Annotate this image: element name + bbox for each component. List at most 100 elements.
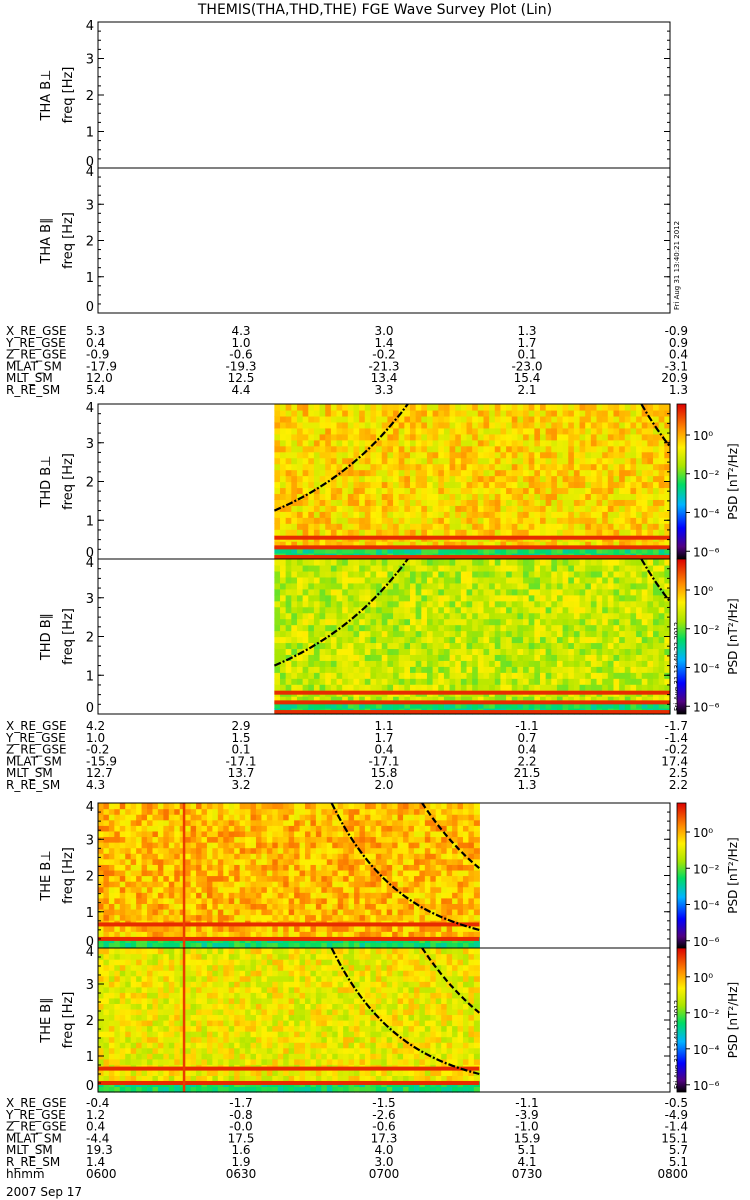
probe-label-tha-perp: THA B⊥ bbox=[39, 70, 54, 122]
ephem-value-0-2-4: 0.4 bbox=[669, 348, 688, 362]
colorbar-tick-label-the-par-1: 10⁻² bbox=[693, 1007, 720, 1021]
y-tick-label-tha-par-3: 3 bbox=[86, 198, 94, 213]
probe-label-thd-perp: THD B⊥ bbox=[39, 455, 54, 508]
spectrogram-the-par bbox=[98, 948, 480, 1093]
ephem-value-1-0-4: -1.7 bbox=[665, 719, 688, 733]
ephem-value-2-6-3: 0730 bbox=[512, 1167, 543, 1181]
ephem-value-2-6-4: 0800 bbox=[657, 1167, 688, 1181]
ephem-value-2-5-2: 3.0 bbox=[374, 1155, 393, 1169]
cutoff-curve-thd-perp-1 bbox=[640, 403, 671, 448]
y-tick-label-the-perp-3: 3 bbox=[86, 833, 94, 848]
ephem-value-2-0-0: -0.4 bbox=[86, 1096, 109, 1110]
colorbar-tick-label-the-par-2: 10⁻⁴ bbox=[693, 1043, 720, 1057]
ephem-value-0-1-1: 1.0 bbox=[231, 336, 250, 350]
cutoff-curve-the-perp-1 bbox=[421, 802, 481, 870]
ephem-value-1-2-4: -0.2 bbox=[665, 743, 688, 757]
probe-label-the-par: THE B∥ bbox=[39, 997, 54, 1043]
ephem-label-2-0: X_RE_GSE bbox=[6, 1096, 67, 1110]
ephem-value-1-2-3: 0.4 bbox=[517, 743, 536, 757]
ephem-value-0-4-3: 15.4 bbox=[514, 371, 541, 385]
ephem-value-2-6-1: 0630 bbox=[226, 1167, 257, 1181]
ephem-label-0-2: Z_RE_GSE bbox=[6, 348, 67, 362]
ephem-value-2-2-4: -1.4 bbox=[665, 1120, 688, 1134]
y-tick-label-the-par-4: 4 bbox=[86, 945, 94, 960]
y-tick-label-tha-par-2: 2 bbox=[86, 235, 94, 250]
y-tick-label-thd-perp-0: 0 bbox=[86, 546, 94, 561]
y-tick-label-thd-par-0: 0 bbox=[86, 701, 94, 716]
colorbar-tick-label-thd-par-2: 10⁻⁴ bbox=[693, 662, 720, 676]
cutoff-curve-the-perp-0 bbox=[330, 802, 480, 931]
emission-band-thd-par-1 bbox=[274, 700, 670, 705]
ephem-value-0-0-3: 1.3 bbox=[517, 324, 536, 338]
colorbar-label-thd-par: PSD [nT²/Hz] bbox=[726, 598, 740, 674]
cutoff-curve-the-par-1 bbox=[421, 947, 481, 1014]
y-tick-label-the-perp-0: 0 bbox=[86, 935, 94, 950]
ephem-value-2-5-1: 1.9 bbox=[231, 1155, 250, 1169]
ephem-value-2-4-4: 5.7 bbox=[669, 1143, 688, 1157]
y-tick-label-tha-perp-4: 4 bbox=[86, 19, 94, 34]
ephem-value-2-5-4: 5.1 bbox=[669, 1155, 688, 1169]
y-tick-label-thd-par-1: 1 bbox=[86, 669, 94, 684]
colorbar-tick-label-thd-perp-3: 10⁻⁶ bbox=[693, 545, 720, 559]
colorbar-tick-label-thd-perp-0: 10⁰ bbox=[693, 429, 713, 443]
colorbar-label-thd-perp: PSD [nT²/Hz] bbox=[726, 443, 740, 519]
ephem-value-1-4-3: 21.5 bbox=[514, 766, 541, 780]
ephem-value-2-1-0: 1.2 bbox=[86, 1108, 105, 1122]
ephem-value-2-4-2: 4.0 bbox=[374, 1143, 393, 1157]
panel-frame-tha-perp bbox=[97, 21, 671, 169]
y-tick-label-tha-par-1: 1 bbox=[86, 271, 94, 286]
wave-spike-the-perp bbox=[182, 803, 186, 948]
ephem-value-0-2-3: 0.1 bbox=[517, 348, 536, 362]
ephem-value-0-2-0: -0.9 bbox=[86, 348, 109, 362]
emission-band-the-perp-1 bbox=[98, 922, 480, 927]
ephem-value-1-0-3: -1.1 bbox=[515, 719, 538, 733]
ephem-value-2-5-0: 1.4 bbox=[86, 1155, 105, 1169]
timestamp-tha-par: Fri Aug 31 13:40:21 2012 bbox=[673, 221, 681, 310]
freq-axis-label-thd-perp: freq [Hz] bbox=[61, 453, 76, 510]
colorbar-thd-perp bbox=[676, 403, 687, 560]
ephem-label-1-4: MLT_SM bbox=[6, 766, 53, 780]
y-tick-label-thd-par-2: 2 bbox=[86, 631, 94, 646]
ephem-value-2-1-3: -3.9 bbox=[515, 1108, 538, 1122]
ephem-value-0-2-2: -0.2 bbox=[372, 348, 395, 362]
ephem-value-0-1-4: 0.9 bbox=[669, 336, 688, 350]
emission-band-thd-perp-0 bbox=[274, 555, 670, 560]
colorbar-tick-label-the-par-0: 10⁰ bbox=[693, 971, 713, 985]
ephem-value-0-3-3: -23.0 bbox=[511, 359, 542, 373]
colorbar-tick-label-the-perp-2: 10⁻⁴ bbox=[693, 899, 720, 913]
ephem-value-1-4-4: 2.5 bbox=[669, 766, 688, 780]
ephem-value-2-1-1: -0.8 bbox=[229, 1108, 252, 1122]
ephem-value-2-2-0: 0.4 bbox=[86, 1120, 105, 1134]
ephem-value-2-3-0: -4.4 bbox=[86, 1131, 109, 1145]
ephem-value-2-3-2: 17.3 bbox=[371, 1131, 398, 1145]
wave-spike-the-par bbox=[182, 948, 186, 1092]
spectrogram-the-perp bbox=[98, 803, 480, 949]
ephem-value-0-5-1: 4.4 bbox=[231, 383, 250, 397]
y-tick-label-tha-perp-0: 0 bbox=[86, 155, 94, 170]
y-tick-label-tha-perp-1: 1 bbox=[86, 126, 94, 141]
ephem-label-2-6: hhmm bbox=[6, 1167, 45, 1181]
ephem-value-2-0-2: -1.5 bbox=[372, 1096, 395, 1110]
ephem-value-2-0-4: -0.5 bbox=[665, 1096, 688, 1110]
colorbar-tick-label-the-perp-1: 10⁻² bbox=[693, 862, 720, 876]
freq-axis-label-tha-perp: freq [Hz] bbox=[61, 67, 76, 124]
y-tick-label-the-perp-1: 1 bbox=[86, 906, 94, 921]
page-title: THEMIS(THA,THD,THE) FGE Wave Survey Plot… bbox=[197, 2, 553, 18]
freq-axis-label-tha-par: freq [Hz] bbox=[61, 212, 76, 269]
ephem-label-0-1: Y_RE_GSE bbox=[5, 336, 66, 350]
colorbar-tick-label-thd-par-3: 10⁻⁶ bbox=[693, 700, 720, 714]
colorbar-thd-par bbox=[676, 558, 687, 715]
ephem-value-1-3-3: 2.2 bbox=[517, 754, 536, 768]
colorbar-tick-label-thd-perp-2: 10⁻⁴ bbox=[693, 507, 720, 521]
ephem-value-1-3-2: -17.1 bbox=[368, 754, 399, 768]
ephem-value-2-3-4: 15.1 bbox=[661, 1131, 688, 1145]
colorbar-tick-label-thd-par-1: 10⁻² bbox=[693, 623, 720, 637]
cutoff-curve-the-par-0 bbox=[330, 947, 480, 1076]
ephem-value-0-3-4: -3.1 bbox=[665, 359, 688, 373]
ephem-value-2-3-3: 15.9 bbox=[514, 1131, 541, 1145]
colorbar-tick-label-the-par-3: 10⁻⁶ bbox=[693, 1079, 720, 1093]
ephem-value-2-5-3: 4.1 bbox=[517, 1155, 536, 1169]
spectrogram-thd-perp bbox=[274, 404, 671, 560]
ephem-value-0-1-2: 1.4 bbox=[374, 336, 393, 350]
colorbar-tick-label-thd-perp-1: 10⁻² bbox=[693, 468, 720, 482]
